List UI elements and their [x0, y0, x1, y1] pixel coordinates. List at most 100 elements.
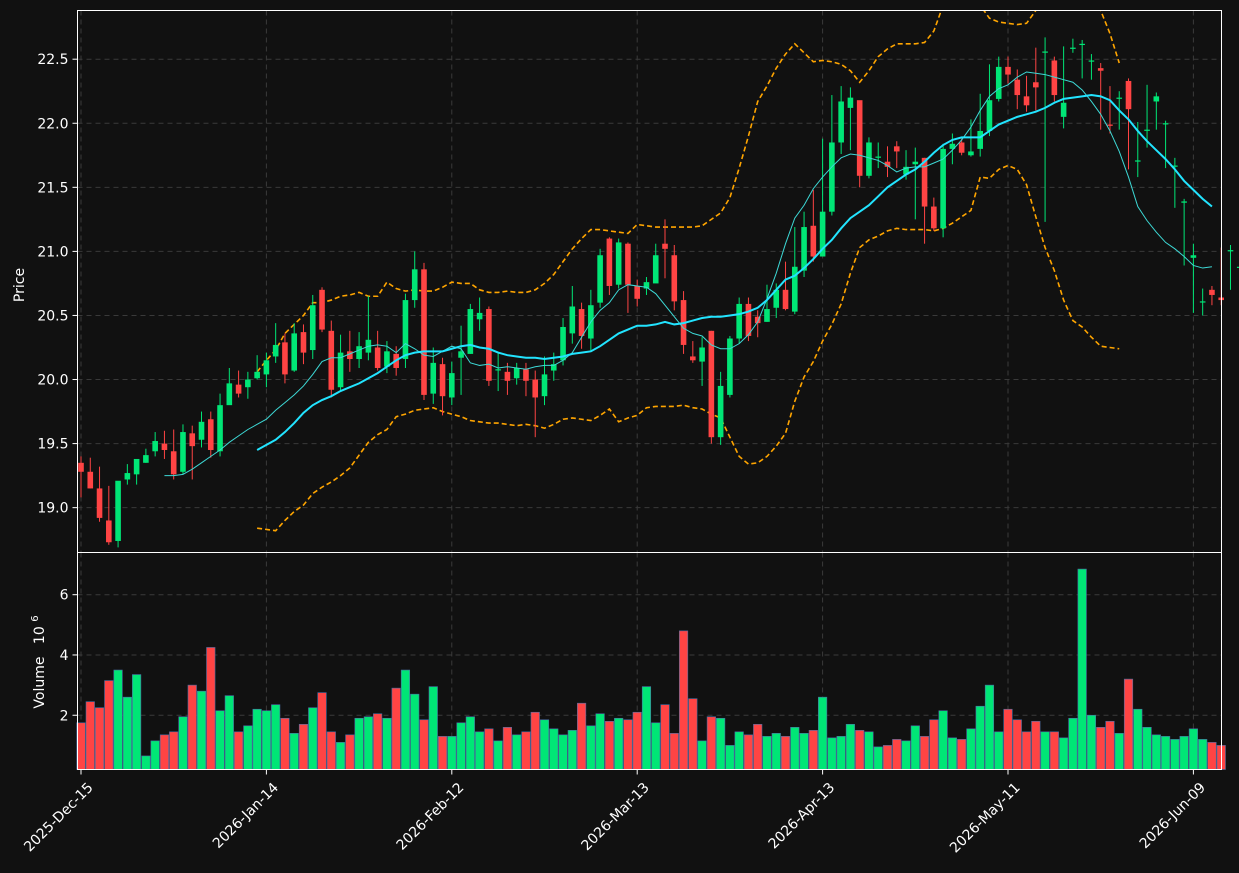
candle-body — [1227, 250, 1234, 252]
candle-body — [708, 330, 715, 438]
candle-body — [411, 269, 418, 301]
volume-bar — [1086, 714, 1096, 770]
candle-body — [977, 130, 983, 149]
candle-body — [1014, 79, 1021, 96]
candle-body — [801, 227, 807, 271]
volume-bar — [512, 734, 522, 770]
volume-axis-exponent-power: 6 — [30, 615, 41, 621]
candle-body — [207, 419, 214, 450]
volume-bar — [475, 731, 485, 770]
candle-body — [449, 373, 455, 398]
volume-bar — [882, 745, 893, 770]
volume-axis-exponent-base: 10 — [32, 626, 48, 644]
candle-body — [893, 146, 900, 152]
volume-bar — [678, 630, 689, 770]
price-tick-label: 19.5 — [37, 437, 68, 453]
price-tick-label: 19.0 — [37, 501, 68, 517]
volume-bar — [1068, 717, 1078, 770]
volume-bar — [947, 737, 957, 770]
candle-body — [986, 100, 993, 131]
candle-body — [782, 289, 789, 310]
upper-band-line — [256, 10, 1121, 373]
candle-body — [875, 156, 882, 158]
candle-body — [884, 161, 891, 167]
volume-bar — [984, 684, 995, 770]
volume-bar — [818, 696, 828, 770]
volume-bar — [271, 704, 281, 770]
volume-bar — [354, 717, 364, 770]
volume-bar — [456, 722, 466, 770]
candle-body — [940, 148, 946, 229]
volume-bar — [957, 739, 967, 770]
volume-axis-label: Volume 10 6 — [30, 615, 48, 708]
volume-bar — [975, 705, 985, 770]
candle-body — [161, 443, 168, 450]
volume-bar — [289, 733, 299, 770]
candle-body — [532, 379, 539, 398]
volume-bar — [697, 740, 707, 770]
volume-bar — [1021, 731, 1032, 770]
candle-body — [606, 238, 613, 286]
volume-bar — [298, 723, 309, 770]
volume-bar — [558, 734, 568, 770]
price-tick-label: 20.0 — [37, 373, 68, 389]
candle-body — [1209, 289, 1215, 295]
volume-bar — [141, 755, 151, 770]
candle-body — [866, 142, 872, 176]
volume-bar — [252, 708, 262, 770]
candle-body — [282, 342, 288, 375]
volume-bar — [910, 725, 920, 770]
candle-body — [717, 385, 724, 438]
price-tick-label: 22.5 — [37, 52, 68, 68]
volume-bar — [326, 731, 336, 770]
volume-bar — [261, 710, 271, 770]
volume-bar — [799, 733, 809, 770]
volume-bar — [122, 696, 132, 770]
candle-body — [87, 471, 94, 489]
volume-bar — [1151, 734, 1161, 770]
candle-body — [96, 488, 103, 518]
candle-body — [1107, 124, 1113, 126]
candle-body — [1162, 123, 1169, 125]
moving-average-long-line — [256, 94, 1213, 451]
volume-bar — [1170, 739, 1180, 770]
price-tick-label: 22.0 — [37, 116, 68, 132]
volume-bar — [539, 719, 550, 770]
candle-body — [958, 142, 965, 153]
volume-bar — [1188, 728, 1198, 770]
candle-body — [1033, 82, 1039, 88]
volume-bar — [280, 717, 290, 770]
volume-bar — [382, 717, 392, 770]
candle-body — [523, 369, 529, 381]
volume-bar — [465, 716, 475, 770]
candle-body — [1005, 66, 1011, 75]
volume-bar — [243, 725, 253, 770]
volume-bar — [363, 716, 373, 770]
price-tick-label: 21.0 — [37, 244, 68, 260]
candle-body — [384, 351, 390, 367]
volume-tick-label: 6 — [60, 588, 69, 604]
volume-bar — [920, 736, 930, 770]
volume-bar — [706, 716, 716, 770]
volume-bar — [966, 728, 976, 770]
candle-body — [486, 309, 492, 381]
volume-bar — [595, 713, 605, 770]
volume-bar — [224, 695, 234, 770]
volume-bar — [623, 719, 633, 770]
candle-body — [764, 309, 770, 322]
volume-bar — [1049, 731, 1059, 770]
candle-body — [198, 421, 205, 440]
volume-bar — [892, 739, 902, 770]
candle-body — [838, 101, 844, 143]
volume-bar — [873, 746, 883, 770]
volume-bar — [169, 731, 179, 770]
candle-body — [652, 255, 659, 284]
candle-body — [569, 306, 576, 334]
candle-body — [430, 362, 437, 394]
candle-body — [235, 384, 242, 394]
candle-body — [1023, 96, 1030, 106]
volume-bar — [1161, 736, 1171, 770]
candle-body — [597, 255, 603, 303]
candle-body — [476, 312, 483, 320]
volume-bar — [178, 716, 188, 770]
